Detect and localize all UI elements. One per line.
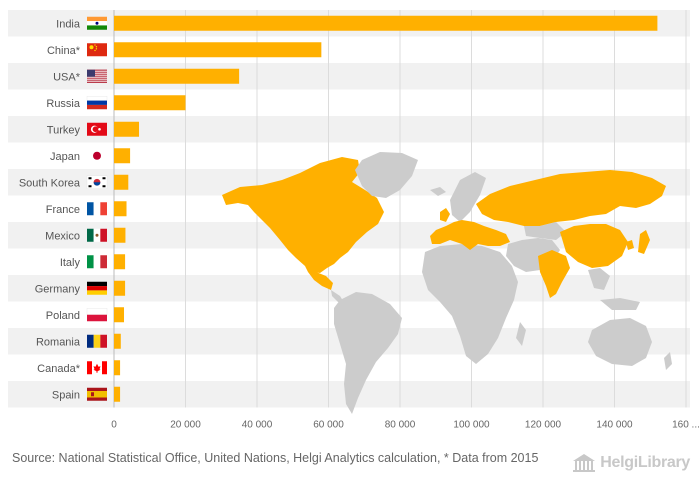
bar	[114, 254, 126, 270]
poland-flag	[86, 308, 108, 322]
x-tick-label: 160 ...	[672, 420, 700, 431]
mexico-flag	[87, 228, 107, 242]
x-tick-label: 80 000	[385, 420, 416, 431]
italy-flag	[87, 255, 107, 269]
france-flag	[87, 202, 107, 216]
category-label: Russia	[46, 98, 81, 110]
russia-flag	[86, 96, 108, 110]
category-label: Romania	[36, 336, 81, 348]
usa-flag	[87, 69, 107, 83]
bar	[114, 386, 121, 402]
source-note: Source: National Statistical Office, Uni…	[12, 451, 539, 465]
x-tick-label: 60 000	[313, 420, 344, 431]
category-label: Turkey	[47, 124, 81, 136]
helgi-library-logo: HelgiLibrary	[572, 452, 690, 474]
x-tick-label: 100 000	[453, 420, 490, 431]
x-tick-label: 140 000	[596, 420, 633, 431]
x-tick-label: 120 000	[525, 420, 562, 431]
x-tick-labels: 0 20 000 40 000 60 000 80 000 100 000 120 000 1…	[111, 420, 700, 431]
x-tick-label: 0	[111, 420, 117, 431]
romania-flag	[87, 334, 107, 348]
bar	[114, 42, 322, 58]
category-label: USA*	[53, 71, 81, 83]
bar	[114, 360, 121, 376]
germany-flag	[87, 281, 107, 295]
china-flag	[87, 43, 107, 57]
row-background	[8, 63, 690, 90]
bar	[114, 227, 126, 243]
bar	[114, 95, 186, 111]
bar	[114, 174, 129, 190]
category-label: Poland	[46, 310, 80, 322]
category-label: Germany	[35, 283, 81, 295]
bar-chart: India China* USA* Russia Turkey Japan South Ko…	[8, 10, 700, 431]
x-tick-label: 40 000	[242, 420, 273, 431]
category-label: Mexico	[45, 230, 80, 242]
bar	[114, 280, 126, 296]
brand-name: HelgiLibrary	[600, 454, 690, 471]
category-label: Spain	[52, 389, 80, 401]
bar	[114, 201, 127, 217]
category-label: France	[46, 204, 80, 216]
turkey-flag	[87, 122, 107, 136]
world-map	[222, 152, 672, 414]
x-tick-label: 20 000	[170, 420, 201, 431]
india-flag	[87, 16, 107, 30]
bars	[114, 15, 658, 402]
bar	[114, 148, 131, 164]
south-korea-flag	[86, 175, 108, 189]
category-label: Japan	[50, 151, 80, 163]
bar	[114, 68, 240, 84]
bar	[114, 121, 140, 137]
category-label: Canada*	[37, 363, 81, 375]
category-labels: India China* USA* Russia Turkey Japan South Ko…	[19, 18, 81, 401]
category-label: China*	[47, 45, 81, 57]
category-label: Italy	[60, 257, 81, 269]
category-label: South Korea	[19, 177, 81, 189]
canada-flag	[87, 361, 107, 375]
bar	[114, 15, 658, 31]
bar	[114, 333, 121, 349]
japan-flag	[87, 149, 107, 163]
row-background	[8, 116, 690, 143]
flags	[86, 16, 108, 401]
helgi-building-icon	[573, 454, 596, 472]
spain-flag	[87, 387, 107, 401]
bar	[114, 307, 125, 323]
category-label: India	[56, 18, 81, 30]
